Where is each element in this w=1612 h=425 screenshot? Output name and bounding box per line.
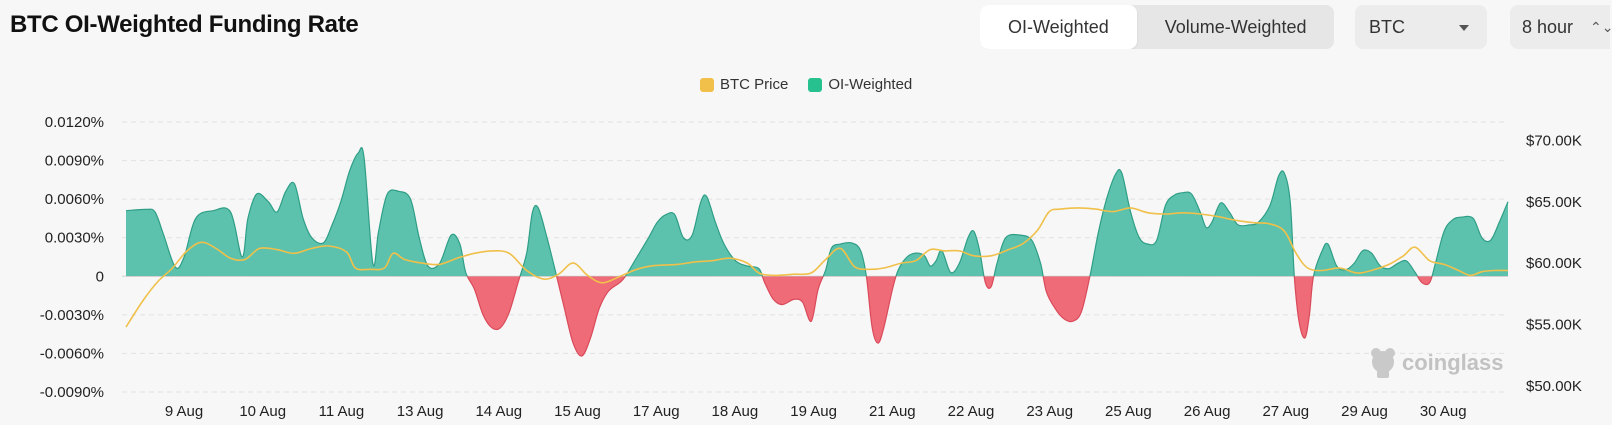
x-tick-label: 11 Aug: [319, 403, 365, 420]
chart-legend: BTC Price OI-Weighted: [700, 76, 912, 93]
x-tick-label: 26 Aug: [1184, 403, 1231, 420]
y-left-tick-label: 0.0120%: [45, 114, 104, 131]
y-left-tick-label: -0.0090%: [40, 384, 104, 401]
watermark-text: coinglass: [1402, 350, 1503, 375]
y-left-tick-label: 0: [96, 268, 104, 285]
tab-oi-weighted[interactable]: OI-Weighted: [980, 5, 1137, 49]
logo-base: [1377, 370, 1389, 378]
x-tick-label: 9 Aug: [165, 403, 203, 420]
positive-funding-outline: [125, 147, 1509, 277]
caret-down-icon: [1459, 25, 1469, 31]
x-tick-label: 21 Aug: [869, 403, 916, 420]
interval-select-value: 8 hour: [1522, 17, 1574, 37]
positive-funding-area: [126, 147, 1508, 277]
x-axis: 9 Aug 10 Aug 11 Aug 13 Aug 14 Aug 15 Aug 17 Au…: [165, 403, 1467, 420]
x-tick-label: 17 Aug: [633, 403, 680, 420]
funding-areas: [125, 147, 1509, 357]
y-left-tick-label: -0.0060%: [40, 345, 104, 362]
y-left-tick-label: 0.0030%: [45, 230, 104, 247]
x-tick-label: 27 Aug: [1262, 403, 1309, 420]
legend-swatch-btc-price: [700, 77, 714, 92]
y-right-tick-label: $65.00K: [1526, 194, 1582, 211]
logo-ear-right: [1385, 348, 1395, 358]
y-left-tick-label: 0.0060%: [45, 191, 104, 208]
y-left-tick-label: 0.0090%: [45, 153, 104, 170]
x-tick-label: 14 Aug: [475, 403, 522, 420]
coin-select-value: BTC: [1369, 17, 1405, 37]
y-right-tick-label: $50.00K: [1526, 378, 1582, 395]
x-tick-label: 23 Aug: [1026, 403, 1073, 420]
coinglass-logo-icon: [1371, 348, 1395, 378]
legend-label-oi-weighted: OI-Weighted: [828, 76, 913, 93]
btc-price-line: [125, 207, 1509, 328]
y-left-tick-label: -0.0030%: [40, 307, 104, 324]
x-tick-label: 29 Aug: [1341, 403, 1388, 420]
y-right-tick-label: $55.00K: [1526, 317, 1582, 334]
page-title: BTC OI-Weighted Funding Rate: [10, 11, 359, 38]
x-tick-label: 18 Aug: [712, 403, 759, 420]
negative-funding-outline: [466, 276, 1433, 357]
x-tick-label: 25 Aug: [1105, 403, 1152, 420]
coin-select[interactable]: BTC: [1355, 5, 1487, 49]
watermark-group: coinglass: [1371, 348, 1503, 378]
x-tick-label: 10 Aug: [239, 403, 286, 420]
price-line-group: [125, 207, 1509, 328]
x-tick-label: 30 Aug: [1420, 403, 1467, 420]
y-axis-right: $70.00K $65.00K $60.00K $55.00K $50.00K: [1526, 132, 1582, 394]
y-right-tick-label: $70.00K: [1526, 132, 1582, 149]
tab-volume-weighted[interactable]: Volume-Weighted: [1164, 17, 1307, 37]
y-axis-left: 0.0120% 0.0090% 0.0060% 0.0030% 0 -0.0030% -0.…: [40, 114, 104, 401]
x-tick-label: 15 Aug: [554, 403, 601, 420]
x-tick-label: 19 Aug: [790, 403, 837, 420]
y-right-tick-label: $60.00K: [1526, 255, 1582, 272]
weighting-toggle: OI-Weighted Volume-Weighted: [980, 5, 1335, 49]
legend-item-oi-weighted[interactable]: OI-Weighted: [808, 76, 912, 93]
interval-select[interactable]: 8 hour ⌃⌄: [1510, 5, 1612, 49]
x-tick-label: 13 Aug: [397, 403, 444, 420]
legend-swatch-oi-weighted: [808, 77, 823, 92]
legend-label-btc-price: BTC Price: [720, 76, 789, 93]
legend-item-btc-price[interactable]: BTC Price: [700, 76, 788, 93]
logo-ear-left: [1371, 348, 1381, 358]
x-tick-label: 22 Aug: [948, 403, 995, 420]
up-down-chevron-icon: ⌃⌄: [1590, 19, 1612, 35]
